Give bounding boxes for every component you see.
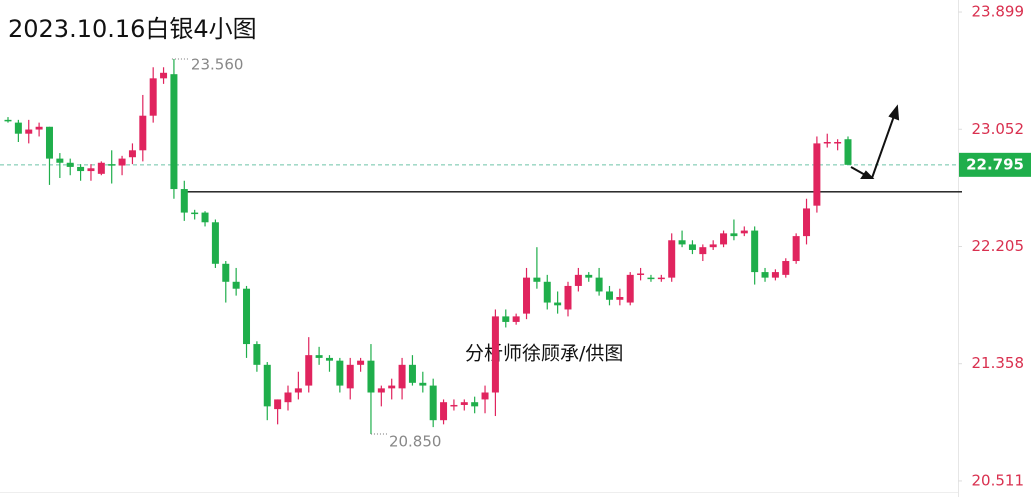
candle-body [585, 274, 593, 278]
candle-body [751, 230, 759, 273]
candle-body [771, 272, 779, 278]
candle-body [191, 212, 199, 215]
candle-body [149, 78, 157, 116]
candle-body [66, 162, 74, 167]
candle-body [97, 162, 105, 174]
candle-body [564, 285, 572, 310]
candle-body [481, 392, 489, 400]
candle-body [14, 122, 22, 134]
candle-body [180, 189, 188, 213]
candle-body [429, 385, 437, 421]
candle-body [595, 277, 603, 292]
y-tick-label: 22.205 [972, 237, 1025, 255]
candle-body [294, 388, 302, 393]
candle-body [844, 139, 852, 165]
candle-body [108, 164, 116, 166]
candle-body [637, 273, 645, 275]
candle-body [502, 316, 510, 322]
candle-body [160, 72, 168, 79]
candle-body [77, 166, 85, 172]
candle-body [274, 399, 282, 410]
annotation-arrows [850, 104, 900, 179]
candle-body [243, 288, 251, 345]
candle-body [222, 263, 230, 282]
candle-body [823, 142, 831, 144]
candle-body [574, 274, 582, 286]
candle-body [450, 404, 458, 407]
candle-body [761, 272, 769, 278]
candle-body [543, 281, 551, 303]
candle-body [782, 261, 790, 275]
candle-body [709, 244, 717, 248]
candle-body [554, 302, 562, 306]
candle-body [647, 277, 655, 280]
candle-body [367, 360, 375, 393]
candle-body [730, 233, 738, 237]
candle-body [377, 388, 385, 393]
candle-body [512, 316, 520, 322]
candle-body [657, 277, 665, 280]
max-label: 23.560 [191, 55, 244, 73]
candle-body [605, 291, 613, 300]
candle-body [4, 119, 12, 122]
candle-body [325, 357, 333, 361]
candle-body [720, 233, 728, 245]
candle-body [834, 142, 842, 144]
candle-body [56, 158, 64, 163]
y-tick-label: 21.358 [972, 354, 1025, 372]
candle-body [263, 364, 271, 407]
candle-body [398, 364, 406, 389]
candle-body [35, 126, 43, 130]
candle-body [668, 240, 676, 278]
candle-body [616, 297, 624, 300]
last-price-label: 22.795 [966, 155, 1024, 173]
candle-body [792, 236, 800, 262]
candle-body [128, 150, 136, 158]
last-price-box [959, 152, 1031, 177]
candle-body [688, 244, 696, 250]
candle-body [118, 158, 126, 166]
candle-body [491, 316, 499, 393]
candle-body [201, 212, 209, 223]
watermark: 分析师徐顾承/供图 [465, 343, 623, 365]
candle-body [388, 385, 396, 389]
candle-body [813, 143, 821, 206]
candle-body [87, 168, 95, 172]
candle-body [740, 230, 748, 234]
candle-body [315, 355, 323, 358]
candle-body [533, 277, 541, 282]
candle-body [253, 344, 261, 365]
candle-body [803, 208, 811, 237]
candle-body [408, 364, 416, 383]
y-tick-label: 20.511 [972, 471, 1025, 489]
candle-body [284, 392, 292, 403]
candle-body [346, 364, 354, 389]
candle-body [419, 382, 427, 386]
candle-body [357, 360, 365, 365]
min-label: 20.850 [389, 433, 442, 451]
candle-body [440, 402, 448, 421]
candle-body [471, 402, 479, 407]
candle-body [460, 402, 468, 405]
candle-body [25, 129, 33, 134]
candle-body [211, 222, 219, 264]
y-tick-label: 23.899 [972, 3, 1025, 21]
candle-body [626, 274, 634, 303]
y-tick-label: 23.052 [972, 120, 1025, 138]
candle-body [336, 360, 344, 386]
candle-body [305, 355, 313, 386]
candle-body [678, 240, 686, 245]
chart-title: 2023.10.16白银4小图 [8, 15, 257, 43]
candle-body [170, 74, 178, 190]
candle-body [139, 115, 147, 151]
candle-body [523, 277, 531, 314]
candle-body [232, 281, 240, 289]
candle-body [45, 126, 53, 159]
candle-body [699, 247, 707, 255]
